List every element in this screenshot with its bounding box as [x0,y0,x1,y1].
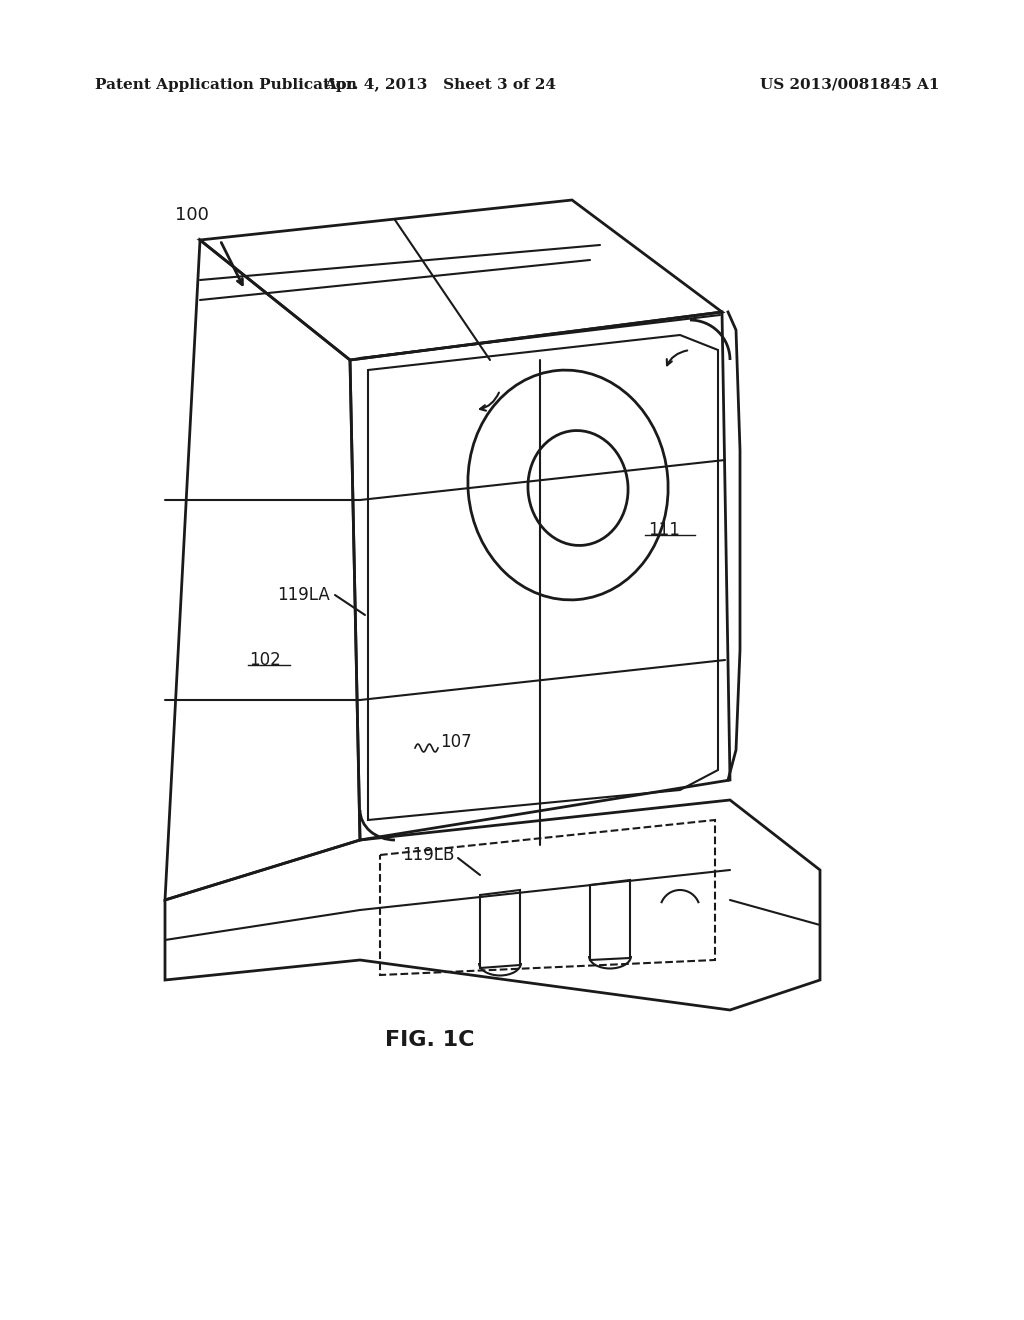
Text: 111: 111 [648,521,680,539]
Text: 107: 107 [440,733,472,751]
Text: 119LB: 119LB [402,846,455,865]
Text: FIG. 1C: FIG. 1C [385,1030,475,1049]
Text: 100: 100 [175,206,209,224]
Text: Apr. 4, 2013   Sheet 3 of 24: Apr. 4, 2013 Sheet 3 of 24 [324,78,556,92]
Text: US 2013/0081845 A1: US 2013/0081845 A1 [760,78,940,92]
Text: 102: 102 [249,651,281,669]
Text: Patent Application Publication: Patent Application Publication [95,78,357,92]
Text: 119LA: 119LA [278,586,330,605]
